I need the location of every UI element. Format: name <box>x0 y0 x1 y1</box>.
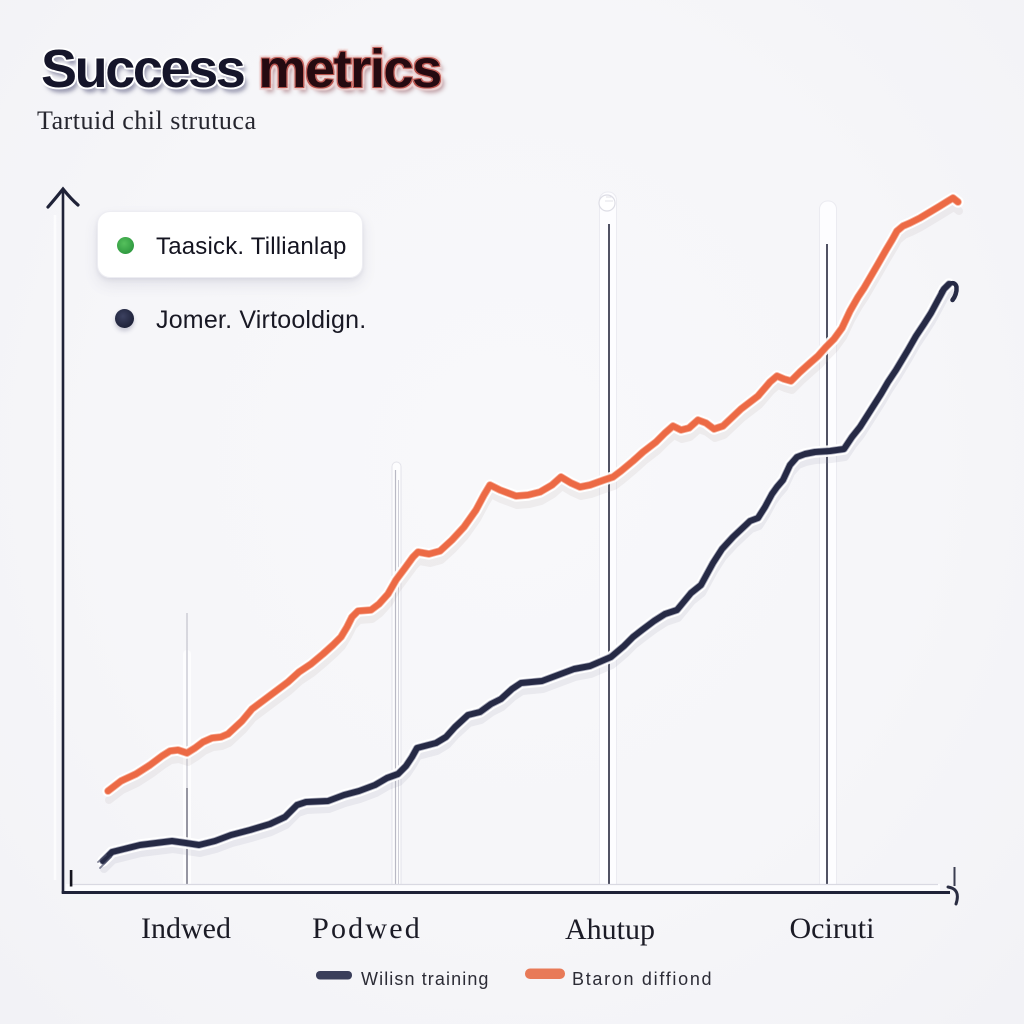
svg-text:Ahutup: Ahutup <box>565 913 655 946</box>
svg-text:Ociruti: Ociruti <box>790 912 875 945</box>
svg-text:Podwed: Podwed <box>312 912 422 945</box>
svg-text:Wilisn training: Wilisn training <box>361 969 490 989</box>
svg-text:Indwed: Indwed <box>141 912 231 945</box>
svg-text:Btaron diffiond: Btaron diffiond <box>572 969 713 989</box>
